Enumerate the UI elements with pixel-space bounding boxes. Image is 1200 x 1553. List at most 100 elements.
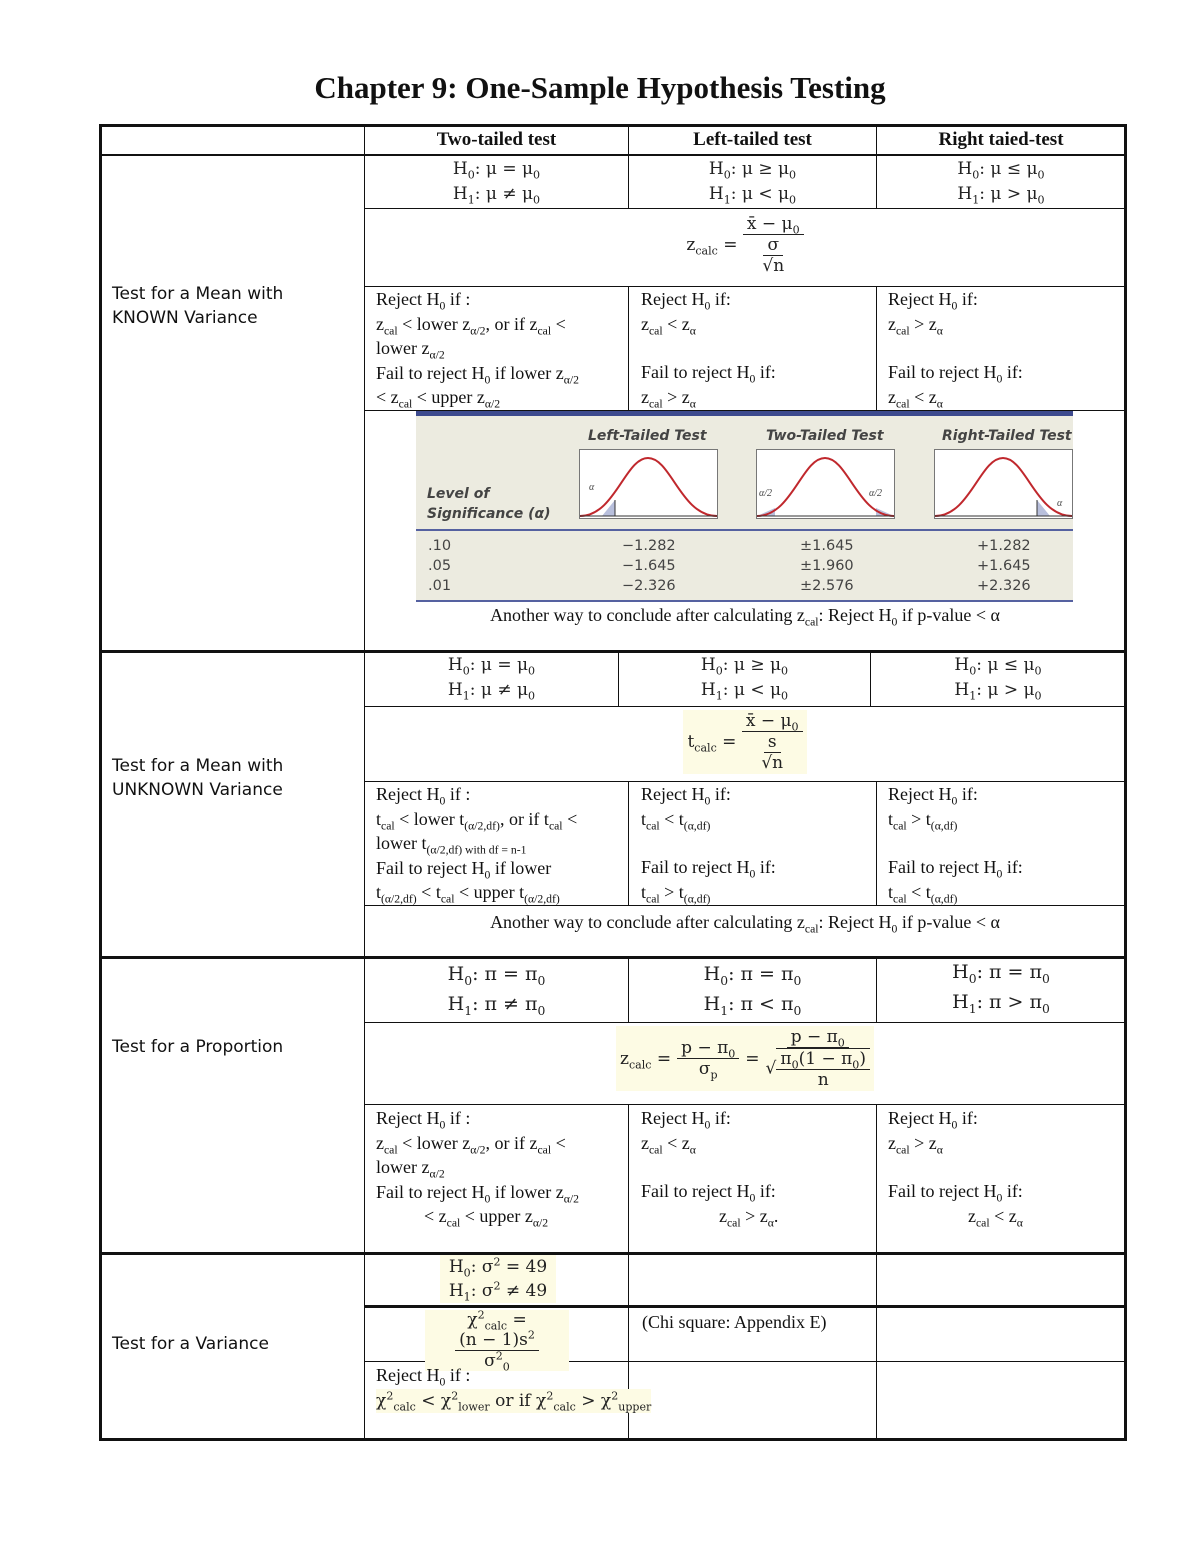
alt-hypothesis: H1: μ < μ0	[700, 679, 789, 702]
reject-rule-left-tailed: Reject H0 if: tcal < t(α,df) Fail to rejec…	[641, 782, 776, 904]
curve	[934, 456, 1073, 517]
divider	[876, 957, 877, 1022]
label-line: Test for a Mean with	[112, 284, 284, 304]
reject-rule-two-tailed: Reject H0 if : zcal < lower zα/2, or if z…	[376, 287, 579, 410]
row-label-known-variance: Test for a Mean with KNOWN Variance	[112, 282, 283, 330]
null-hypothesis: H0: π = π0	[447, 963, 546, 988]
shaded-tail	[757, 508, 775, 516]
critical-values-figure: Left-Tailed Test Two-Tailed Test Right-T…	[416, 411, 1073, 602]
divider	[365, 1305, 1125, 1308]
rule-line	[641, 831, 776, 855]
divider	[618, 651, 619, 706]
label-line: Significance (α)	[427, 506, 551, 522]
critical-value: ±2.576	[800, 578, 854, 594]
rule-line: tcal < t(α,df)	[641, 808, 711, 833]
left-critical-values: −1.282 −1.645 −2.326	[622, 536, 676, 596]
null-hypothesis: H0: μ = μ0	[452, 159, 541, 182]
numerator: σ	[763, 235, 784, 256]
divider	[365, 208, 1125, 209]
alt-hypothesis: H1: π < π0	[703, 993, 802, 1018]
rule-line: Fail to reject H0 if:	[888, 362, 1023, 386]
numerator: p − π0	[786, 1027, 849, 1048]
rule-line: Reject H0 if:	[641, 784, 731, 808]
proportion-formula: zcalc = p − π0 σp = p − π0 √ π0(1 − π0) n	[365, 1026, 1125, 1091]
numerator: π0(1 − π0)	[776, 1049, 870, 1070]
fig-header-left: Left-Tailed Test	[588, 428, 707, 444]
tail-label: α	[1057, 498, 1063, 509]
rule-line: zcal < zα	[888, 386, 943, 411]
rule-line: zcal < zα	[641, 1132, 696, 1157]
rule-line	[641, 1155, 778, 1179]
divider	[365, 1361, 1125, 1362]
divider	[628, 1253, 629, 1439]
rule-line: Fail to reject H0 if:	[641, 1181, 776, 1205]
null-hypothesis: H0: μ ≤ μ0	[957, 159, 1045, 182]
alpha-value: .01	[428, 578, 452, 594]
fraction: p − π0 σp	[677, 1038, 740, 1080]
divider	[365, 706, 1125, 707]
sqrt-icon: √	[765, 1058, 777, 1079]
rule-line: Reject H0 if:	[641, 1108, 731, 1132]
rule-line: Fail to reject H0 if:	[888, 1181, 1023, 1205]
rule-line: Fail to reject H0 if lower zα/2	[376, 1181, 579, 1206]
right-tail-curve: α	[934, 449, 1073, 519]
reject-rule-right-tailed: Reject H0 if: zcal > zα Fail to reject H0 …	[888, 1106, 1023, 1228]
rule-line: t(α/2,df) < tcal < upper t(α/2,df)	[376, 882, 560, 906]
hypotheses-left-tailed: H0: μ ≥ μ0 H1: μ < μ0	[619, 653, 870, 702]
alt-hypothesis: H1: μ < μ0	[708, 183, 797, 206]
alt-hypothesis: H1: σ2 ≠ 49	[448, 1279, 548, 1304]
divider	[365, 905, 1125, 906]
hypotheses-two-tailed: H0: μ = μ0 H1: μ ≠ μ0	[365, 653, 618, 702]
header-left-tailed: Left-tailed test	[693, 129, 812, 150]
p-value-note: Another way to conclude after calculatin…	[490, 605, 1000, 629]
denominator: √n	[761, 753, 784, 773]
divider	[628, 781, 629, 905]
critical-value: +1.645	[977, 558, 1031, 574]
divider	[100, 956, 1126, 959]
header-two-tailed: Two-tailed test	[436, 129, 557, 150]
hypotheses-right-tailed: H0: μ ≤ μ0 H1: μ > μ0	[877, 157, 1125, 206]
rule-line: tcal > t(α,df)	[888, 808, 958, 833]
page-title: Chapter 9: One-Sample Hypothesis Testing	[314, 70, 886, 105]
alt-hypothesis: H1: μ > μ0	[954, 679, 1042, 702]
label-line: Level of	[427, 486, 490, 502]
rule-line: Fail to reject H0 if lower	[376, 857, 552, 882]
rule-line: Reject H0 if:	[888, 289, 978, 313]
hypotheses-right-tailed: H0: μ ≤ μ0 H1: μ > μ0	[871, 653, 1125, 702]
null-hypothesis: H0: σ2 = 49	[448, 1255, 548, 1280]
rule-line: Reject H0 if:	[888, 1108, 978, 1132]
row-label-unknown-variance: Test for a Mean with UNKNOWN Variance	[112, 754, 283, 802]
rule-line: zcal > zα.	[719, 1205, 779, 1230]
alt-hypothesis: H1: μ ≠ μ0	[452, 183, 541, 206]
rule-line: Reject H0 if :	[376, 784, 471, 808]
hypotheses-right-tailed: H0: π = π0 H1: π > π0	[877, 957, 1125, 1017]
rule-line: lower t(α/2,df) with df = n-1	[376, 833, 527, 857]
rule-line: χ2calc < χ2lower or if χ2calc > χ2upper	[376, 1388, 652, 1413]
fig-header-two: Two-Tailed Test	[766, 428, 884, 444]
variance-hypotheses: H0: σ2 = 49 H1: σ2 ≠ 49	[440, 1255, 556, 1303]
critical-value: −1.645	[622, 558, 676, 574]
denominator: σ20	[484, 1349, 510, 1374]
denominator: σ √n	[762, 235, 784, 276]
formula-lhs: zcalc =	[620, 1048, 672, 1071]
alt-hypothesis: H1: μ ≠ μ0	[447, 679, 536, 702]
chi-square-formula: χ2calc = (n − 1)s2 σ20	[425, 1309, 569, 1374]
rule-line: tcal < lower t(α/2,df), or if tcal <	[376, 808, 578, 833]
rule-line: tcal < t(α,df)	[888, 881, 958, 906]
label-line: UNKNOWN Variance	[112, 780, 283, 800]
label-line: Test for a Variance	[112, 1334, 269, 1354]
alpha-value: .10	[428, 538, 452, 554]
row-label-variance: Test for a Variance	[112, 1332, 269, 1356]
divider	[100, 650, 1126, 653]
alt-hypothesis: H1: μ > μ0	[957, 183, 1045, 206]
fig-row-header: Level of Significance (α)	[427, 484, 550, 524]
critical-value: +2.326	[977, 578, 1031, 594]
divider	[365, 1104, 1125, 1105]
curve	[756, 456, 895, 517]
numerator: (n − 1)s2	[455, 1329, 539, 1351]
hypotheses-left-tailed: H0: μ ≥ μ0 H1: μ < μ0	[629, 157, 876, 206]
t-formula: tcalc = x̄ − μ0 s √n	[365, 710, 1125, 774]
rule-line: Reject H0 if :	[376, 289, 471, 313]
divider	[876, 286, 877, 410]
critical-value: −2.326	[622, 578, 676, 594]
